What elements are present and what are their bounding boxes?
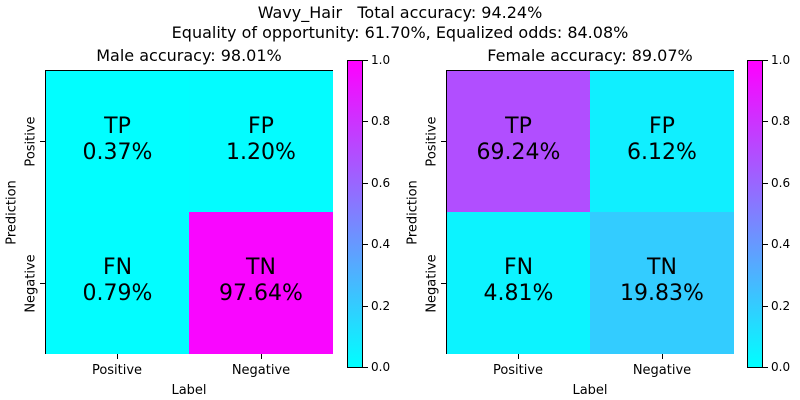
panel-1-colorbar-tick-label: 0.4 <box>371 237 391 252</box>
panel-2-cell-fn: FN 4.81% <box>447 212 590 354</box>
panel-2-title: Female accuracy: 89.07% <box>487 46 693 65</box>
panel-1-colorbar-tick <box>363 183 368 184</box>
panel-2-colorbar-tick <box>763 367 768 368</box>
panel-2-colorbar-tick <box>763 60 768 61</box>
panel-2-cell-fn-value: 4.81% <box>483 281 554 306</box>
panel-1-colorbar-tick <box>363 244 368 245</box>
panel-1-colorbar-tick <box>363 306 368 307</box>
panel-1-cell-fn-value: 0.79% <box>82 281 153 306</box>
panel-1-colorbar-tick-label: 1.0 <box>371 53 391 67</box>
panel-2-colorbar-tick-label: 0.0 <box>771 360 791 374</box>
figure-subtitle: Equality of opportunity: 61.70%, Equaliz… <box>171 23 629 42</box>
panel-2-xtick-mark <box>662 354 663 359</box>
panel-1-colorbar-tick <box>363 367 368 368</box>
panel-1-cell-tn: TN 97.64% <box>189 212 333 354</box>
panel-2-xtick-mark <box>518 354 519 359</box>
panel-2-xtick-label: Negative <box>632 363 692 378</box>
panel-1-colorbar <box>347 60 363 368</box>
panel-2-cell-tn: TN 19.83% <box>590 212 734 354</box>
panel-2-cell-fn-name: FN <box>503 255 534 280</box>
panel-1-xtick-mark <box>261 354 262 359</box>
panel-1-colorbar-tick-label: 0.8 <box>371 114 391 129</box>
panel-2-colorbar <box>747 60 763 368</box>
panel-2-colorbar-tick <box>763 121 768 122</box>
panel-1-colorbar-tick-label: 0.2 <box>371 298 391 313</box>
panel-2-colorbar-tick <box>763 306 768 307</box>
panel-1-cell-tp-name: TP <box>104 114 131 139</box>
panel-1-ytick-label: Positive <box>23 115 39 167</box>
panel-2-cell-fp-value: 6.12% <box>627 140 697 165</box>
panel-2-xtick-label: Positive <box>492 363 544 378</box>
panel-1-colorbar-tick <box>363 121 368 122</box>
panel-1-ytick-mark <box>40 283 45 284</box>
panel-1-xtick-mark <box>117 354 118 359</box>
panel-2-colorbar-tick-label: 0.2 <box>771 298 791 313</box>
panel-1-ylabel: Prediction <box>4 179 20 245</box>
panel-2-ylabel: Prediction <box>405 179 421 245</box>
panel-1-colorbar-tick-label: 0.0 <box>371 360 391 374</box>
panel-1-cell-tp: TP 0.37% <box>46 71 189 212</box>
panel-2-cell-tn-value: 19.83% <box>620 281 704 306</box>
panel-1-cell-fp-name: FP <box>248 114 274 139</box>
panel-2-cell-tn-name: TN <box>647 255 677 280</box>
panel-2-colorbar-tick-label: 0.8 <box>771 114 791 129</box>
panel-1-matrix: TP 0.37% FP 1.20% FN 0.79% TN 97.64% <box>45 70 333 354</box>
panel-1-xtick-label: Negative <box>231 363 291 378</box>
panel-2-cell-tp-value: 69.24% <box>476 140 561 165</box>
panel-1-cell-tp-value: 0.37% <box>82 140 153 165</box>
panel-1-title: Male accuracy: 98.01% <box>96 46 282 65</box>
panel-1-ytick-mark <box>40 141 45 142</box>
panel-2-ytick-label: Negative <box>424 253 440 313</box>
panel-2-cell-fp-name: FP <box>649 114 675 139</box>
panel-1-colorbar-tick <box>363 60 368 61</box>
panel-1-cell-fp-value: 1.20% <box>226 140 296 165</box>
panel-1-cell-fn-name: FN <box>102 255 133 280</box>
panel-2-colorbar-tick <box>763 183 768 184</box>
panel-1-cell-tn-value: 97.64% <box>219 281 303 306</box>
panel-2-ytick-mark <box>441 141 446 142</box>
panel-1-xlabel: Label <box>171 383 207 398</box>
panel-1-xtick-label: Positive <box>91 363 143 378</box>
panel-2-cell-fp: FP 6.12% <box>590 71 734 212</box>
panel-2-ytick-mark <box>441 283 446 284</box>
panel-1-colorbar-tick-label: 0.6 <box>371 175 391 190</box>
panel-2-colorbar-tick-label: 1.0 <box>771 53 791 67</box>
panel-2-colorbar-tick-label: 0.6 <box>771 175 791 190</box>
panel-2-colorbar-tick-label: 0.4 <box>771 237 791 252</box>
panel-1-cell-tn-name: TN <box>246 255 276 280</box>
panel-1-cell-fn: FN 0.79% <box>46 212 189 354</box>
panel-1-cell-fp: FP 1.20% <box>189 71 333 212</box>
panel-2-xlabel: Label <box>572 383 608 398</box>
panel-2-cell-tp: TP 69.24% <box>447 71 590 212</box>
panel-2-matrix: TP 69.24% FP 6.12% FN 4.81% TN 19.83% <box>446 70 734 354</box>
panel-2-cell-tp-name: TP <box>505 114 532 139</box>
panel-1-ytick-label: Negative <box>23 253 39 313</box>
panel-2-ytick-label: Positive <box>424 115 440 167</box>
figure-title: Wavy_Hair Total accuracy: 94.24% <box>257 3 543 22</box>
panel-2-colorbar-tick <box>763 244 768 245</box>
